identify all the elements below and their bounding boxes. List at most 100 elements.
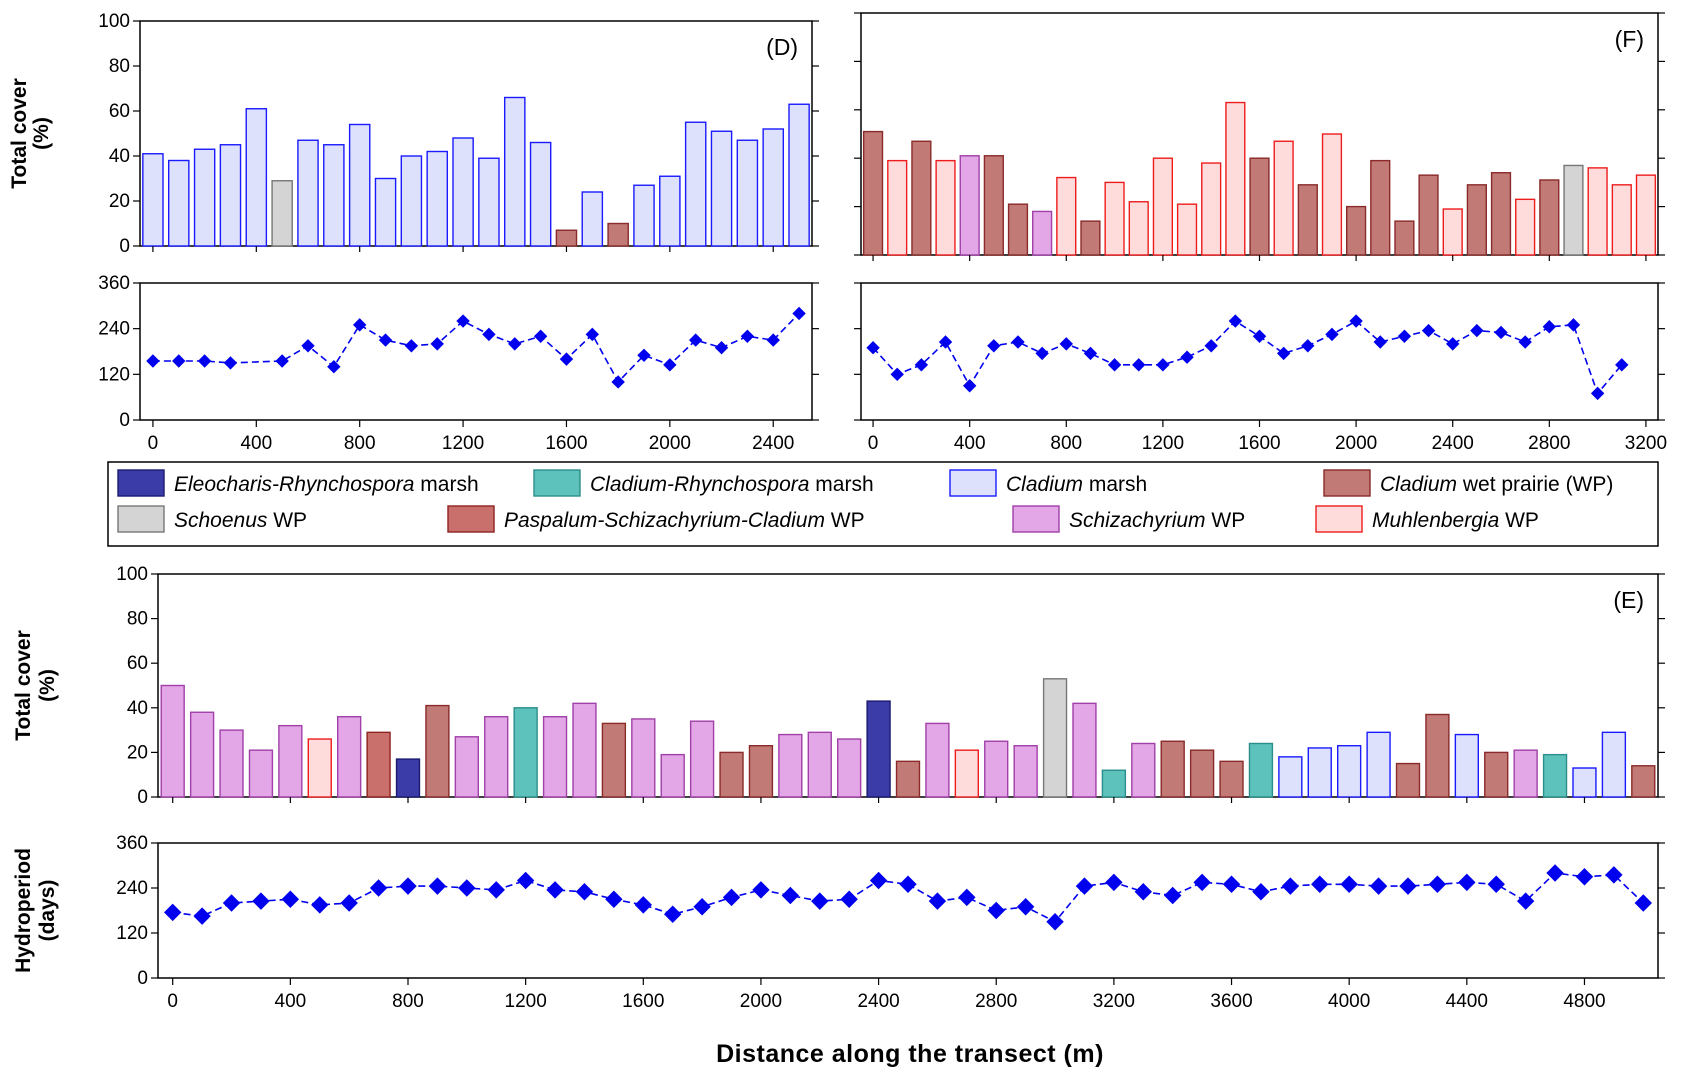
bar <box>297 139 319 247</box>
hydroperiod-point <box>1615 358 1629 372</box>
x-tick-label: 2800 <box>975 991 1017 1012</box>
bar <box>837 738 862 798</box>
cover-panel-4: 0 20 40 60 80 100 Total cover (%) (E) <box>12 564 1665 808</box>
x-tick-label: 2800 <box>1528 433 1570 454</box>
hydroperiod-point <box>428 877 447 895</box>
hydroperiod-point <box>740 329 755 343</box>
bar <box>1484 751 1509 798</box>
x-tick-label: 3200 <box>1625 433 1667 454</box>
hydroperiod-point <box>1035 346 1049 361</box>
bar <box>1189 749 1215 798</box>
bar <box>1219 760 1244 798</box>
hydroperiod-point <box>340 894 358 912</box>
hydroperiod-point <box>1075 877 1094 895</box>
hydroperiod-point <box>482 327 496 342</box>
bar <box>1225 101 1246 256</box>
legend-genus: Schizachyrium <box>1069 509 1206 532</box>
bar <box>633 184 655 247</box>
x-tick-label: 3600 <box>1210 991 1252 1012</box>
bar <box>659 175 681 247</box>
x-tick-label: 400 <box>240 433 272 454</box>
plot-frame <box>139 20 813 247</box>
hydroperiod-point <box>1516 892 1535 910</box>
legend-item-mu: Muhlenbergia WP <box>1315 505 1539 533</box>
hydroperiod-point <box>1252 883 1270 901</box>
legend-suffix: marsh <box>1083 473 1147 496</box>
plot-frame <box>139 282 813 421</box>
bar <box>748 745 774 798</box>
hydroperiod-point <box>404 339 419 353</box>
hydroperiod-point <box>987 901 1005 920</box>
x-tick-label: 0 <box>167 991 178 1012</box>
hydroperiod-point <box>1301 339 1315 353</box>
bar <box>1007 203 1029 256</box>
hydroperiod-point <box>899 875 917 893</box>
bar <box>529 141 552 247</box>
bar <box>484 716 509 798</box>
x-tick-label: 2000 <box>649 433 691 454</box>
bar <box>395 758 421 798</box>
bar <box>1273 140 1294 256</box>
bar <box>503 96 526 247</box>
legend-genus: Muhlenbergia <box>1372 509 1499 532</box>
y-tick-label: 0 <box>119 410 130 431</box>
y-tick-label: 20 <box>109 191 130 212</box>
hydroperiod-point <box>1518 335 1532 349</box>
hydroperiod-point <box>928 892 947 910</box>
panel-tag: (F) <box>1615 26 1644 52</box>
hydroperiod-point <box>1421 323 1436 338</box>
y-tick-label: 100 <box>98 11 130 32</box>
y-tick-label: 120 <box>116 923 148 944</box>
hydroperiod-point <box>914 358 929 372</box>
bar <box>1366 731 1391 798</box>
x-tick-label: 400 <box>275 991 307 1012</box>
bar <box>925 722 950 798</box>
bar <box>1032 210 1053 256</box>
x-tick-label: 4000 <box>1328 991 1370 1012</box>
hydroperiod-point <box>958 888 976 907</box>
hydroperiod-point <box>663 905 682 923</box>
x-axis-label: Distance along the transect (m) <box>716 1040 1104 1068</box>
legend-item-cwp: Cladium wet prairie (WP) <box>1323 469 1613 497</box>
bar <box>1418 174 1439 256</box>
bar <box>866 700 891 798</box>
bar <box>1572 767 1597 798</box>
bar <box>601 722 627 798</box>
bar <box>984 740 1009 798</box>
legend-swatch <box>1012 505 1060 533</box>
hydroperiod-point <box>559 352 574 366</box>
x-tick-label: 0 <box>148 433 159 454</box>
bar <box>307 738 332 798</box>
hydroperiod-point <box>399 877 417 895</box>
legend-label: Schoenus WP <box>174 509 307 532</box>
bar <box>719 751 744 798</box>
bar <box>1466 184 1487 256</box>
y-tick-label: 360 <box>116 833 148 854</box>
hydroperiod-point <box>223 356 238 370</box>
hydroperiod-point <box>1369 877 1388 895</box>
hydroperiod-point <box>1542 320 1557 334</box>
x-tick-label: 2400 <box>752 433 794 454</box>
bar <box>1587 167 1608 256</box>
plot-frame <box>157 842 1659 979</box>
hydroperiod-point <box>1349 314 1363 328</box>
x-tick-label: 1600 <box>545 433 587 454</box>
bar <box>684 121 707 247</box>
hydroperiod-point <box>1634 894 1653 912</box>
legend-genus: Cladium <box>1006 473 1083 496</box>
x-tick-label: 4800 <box>1563 991 1605 1012</box>
bar <box>1611 184 1632 256</box>
hydroperiod-point <box>172 354 186 368</box>
bar <box>1337 745 1362 798</box>
legend-genus: Cladium-Rhynchospora <box>590 473 809 496</box>
bar <box>983 155 1004 256</box>
hydroperiod-point <box>781 886 800 905</box>
bar <box>271 180 293 247</box>
bar <box>1160 740 1185 798</box>
hydroperiod-point <box>1222 875 1241 893</box>
bar <box>1176 203 1198 256</box>
hydroperiod-point <box>1373 335 1387 349</box>
legend-label: Eleocharis-Rhynchospora marsh <box>174 473 479 496</box>
hydroperiod-point <box>1228 314 1243 328</box>
hydroperiod-point <box>546 881 564 899</box>
